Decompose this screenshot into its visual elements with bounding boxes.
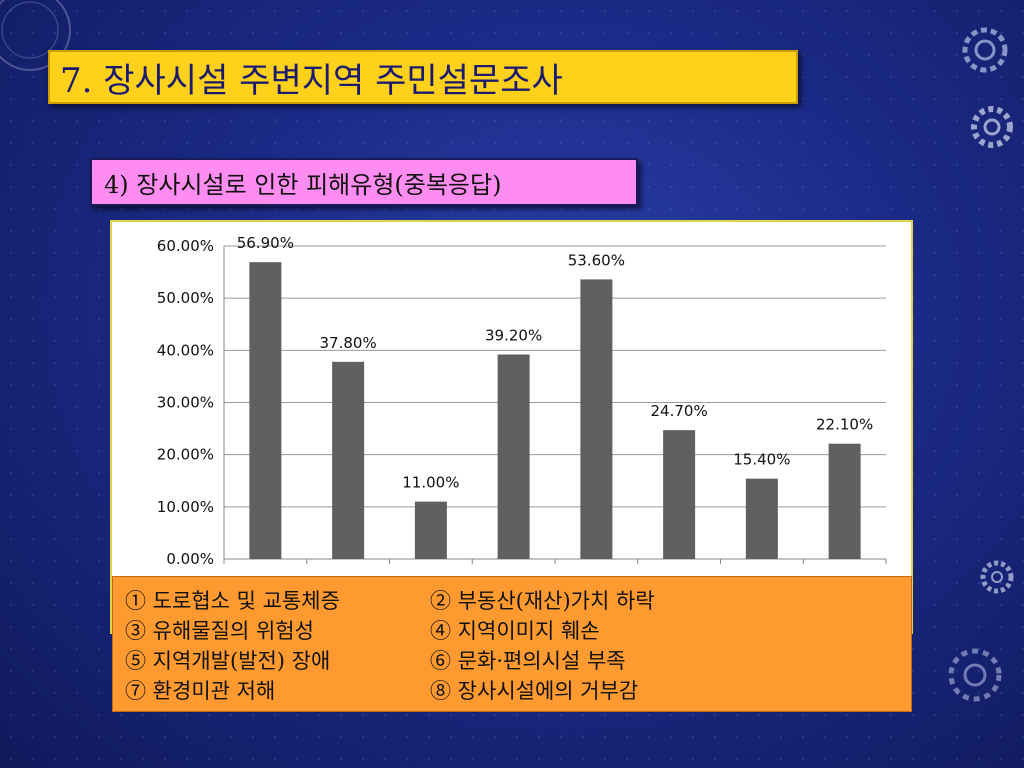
bar bbox=[414, 501, 447, 559]
y-tick-label: 0.00% bbox=[166, 550, 214, 568]
slide-title: 7. 장사시설 주변지역 주민설문조사 bbox=[60, 60, 563, 101]
slide-title-box: 7. 장사시설 주변지역 주민설문조사 bbox=[48, 50, 798, 104]
data-label: 15.40% bbox=[733, 451, 790, 469]
y-tick-label: 20.00% bbox=[157, 446, 214, 464]
legend-row: ⑤ 지역개발(발전) 장애 ⑥ 문화·편의시설 부족 bbox=[125, 645, 911, 675]
gear-icon bbox=[971, 106, 1013, 148]
y-tick-label: 30.00% bbox=[157, 394, 214, 412]
gear-icon bbox=[962, 27, 1008, 73]
data-label: 56.90% bbox=[237, 234, 294, 252]
data-label: 11.00% bbox=[402, 474, 459, 492]
bar bbox=[497, 354, 530, 559]
legend-row: ③ 유해물질의 위험성 ④ 지역이미지 훼손 bbox=[125, 615, 911, 645]
data-label: 53.60% bbox=[568, 251, 625, 269]
slide-subtitle: 4) 장사시설로 인한 피해유형(중복응답) bbox=[104, 170, 502, 199]
gear-icon bbox=[980, 560, 1014, 594]
legend-row: ⑦ 환경미관 저해 ⑧ 장사시설에의 거부감 bbox=[125, 675, 911, 705]
legend-item: ① 도로협소 및 교통체증 bbox=[125, 589, 340, 613]
gear-icon bbox=[948, 648, 1002, 702]
legend-item: ② 부동산(재산)가치 하락 bbox=[430, 589, 655, 613]
y-tick-label: 10.00% bbox=[157, 498, 214, 516]
data-label: 22.10% bbox=[816, 416, 873, 434]
legend-item: ③ 유해물질의 위험성 bbox=[125, 619, 314, 643]
y-tick-label: 60.00% bbox=[157, 237, 214, 255]
gear-icon bbox=[0, 0, 71, 71]
y-tick-label: 40.00% bbox=[157, 341, 214, 359]
chart-legend: ① 도로협소 및 교통체증 ② 부동산(재산)가치 하락 ③ 유해물질의 위험성… bbox=[112, 576, 912, 712]
data-label: 39.20% bbox=[485, 327, 542, 345]
legend-item: ④ 지역이미지 훼손 bbox=[430, 619, 600, 643]
bar bbox=[332, 361, 365, 559]
legend-item: ⑥ 문화·편의시설 부족 bbox=[430, 649, 626, 673]
bar-chart: 0.00% 10.00% 20.00% 30.00% 40.00% 50.00% 60.00… bbox=[110, 220, 913, 634]
legend-item: ⑦ 환경미관 저해 bbox=[125, 679, 276, 703]
bar bbox=[249, 262, 282, 559]
legend-item: ⑧ 장사시설에의 거부감 bbox=[430, 679, 639, 703]
bar bbox=[828, 443, 861, 559]
bar-chart-svg: 0.00% 10.00% 20.00% 30.00% 40.00% 50.00% 60.00… bbox=[157, 234, 887, 568]
data-label: 24.70% bbox=[651, 402, 708, 420]
legend-item: ⑤ 지역개발(발전) 장애 bbox=[125, 649, 331, 673]
bar bbox=[745, 478, 778, 559]
slide-subtitle-box: 4) 장사시설로 인한 피해유형(중복응답) bbox=[90, 158, 638, 206]
data-label: 37.80% bbox=[320, 334, 377, 352]
y-tick-label: 50.00% bbox=[157, 289, 214, 307]
bar bbox=[580, 279, 613, 559]
bar bbox=[663, 430, 696, 559]
legend-row: ① 도로협소 및 교통체증 ② 부동산(재산)가치 하락 bbox=[125, 585, 911, 615]
